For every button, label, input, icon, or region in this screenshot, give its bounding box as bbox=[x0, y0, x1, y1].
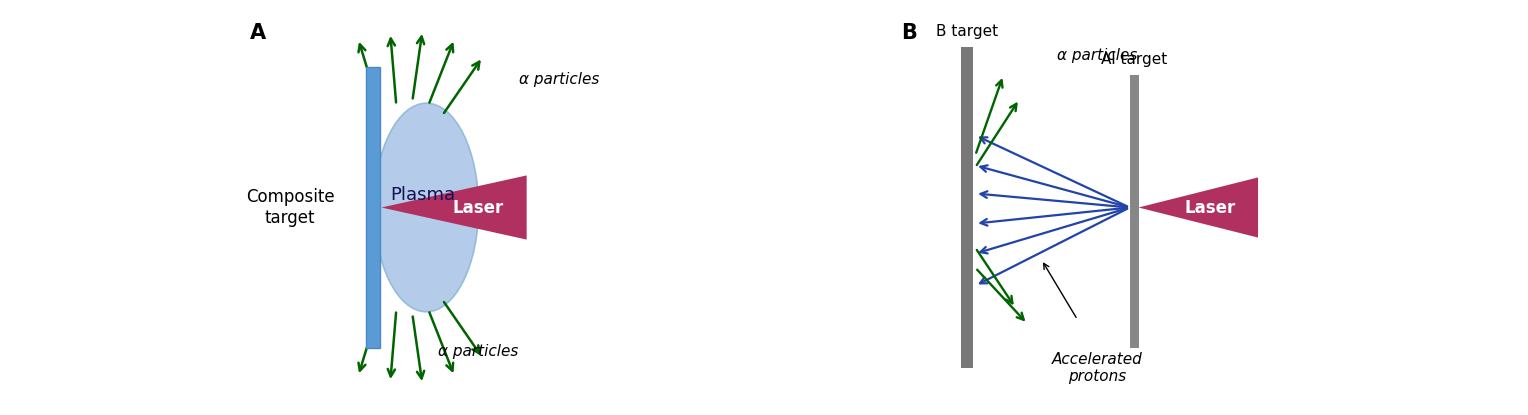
Ellipse shape bbox=[374, 103, 478, 312]
Text: B target: B target bbox=[937, 24, 998, 39]
Bar bbox=[1129, 75, 1138, 348]
Text: Plasma: Plasma bbox=[390, 186, 455, 205]
Text: A: A bbox=[251, 23, 266, 43]
Bar bbox=[961, 47, 973, 368]
Text: Al target: Al target bbox=[1102, 51, 1167, 66]
Text: B: B bbox=[902, 23, 917, 43]
Text: Accelerated
protons: Accelerated protons bbox=[1053, 352, 1143, 384]
Text: α particles: α particles bbox=[439, 344, 518, 359]
Text: Laser: Laser bbox=[1184, 198, 1236, 217]
Text: Laser: Laser bbox=[452, 198, 504, 217]
Bar bbox=[367, 67, 380, 348]
Text: α particles: α particles bbox=[518, 72, 599, 87]
Text: α particles: α particles bbox=[1057, 48, 1138, 63]
Text: Composite
target: Composite target bbox=[246, 188, 335, 227]
Polygon shape bbox=[1138, 178, 1258, 237]
Polygon shape bbox=[382, 176, 527, 239]
